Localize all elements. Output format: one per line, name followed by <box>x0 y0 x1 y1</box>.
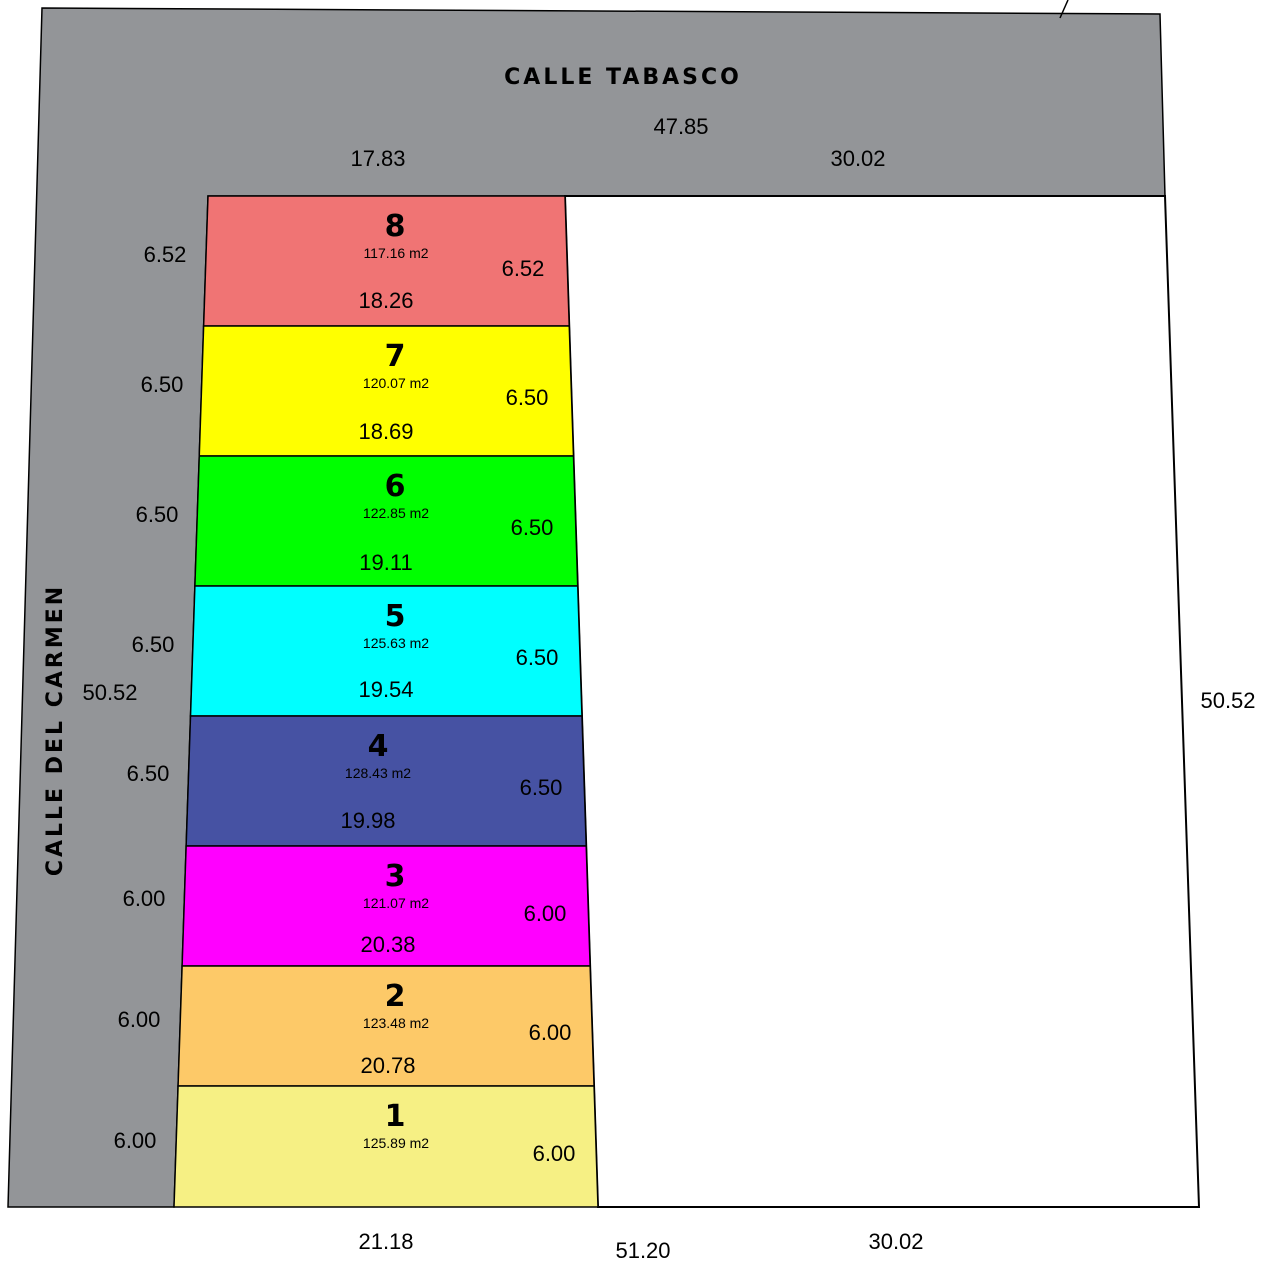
lot-front-dim: 6.00 <box>123 886 166 911</box>
lot-length-dim: 19.54 <box>358 677 413 702</box>
lot-length-dim: 18.69 <box>358 419 413 444</box>
dim-top-total: 47.85 <box>653 114 708 139</box>
lot-length-dim: 18.26 <box>358 288 413 313</box>
lot-length-dim: 20.78 <box>360 1053 415 1078</box>
lot-area: 128.43 m2 <box>345 765 411 781</box>
lot-back-dim: 6.50 <box>511 515 554 540</box>
lot-number: 7 <box>385 339 406 374</box>
dim-bottom-right: 30.02 <box>868 1229 923 1254</box>
lot-front-dim: 6.52 <box>144 242 187 267</box>
street-name-north: CALLE TABASCO <box>504 65 742 90</box>
lot-back-dim: 6.52 <box>502 256 545 281</box>
lot-back-dim: 6.00 <box>533 1141 576 1166</box>
lot-front-dim: 6.50 <box>132 632 175 657</box>
lot-area: 125.89 m2 <box>363 1135 429 1151</box>
lot-number: 1 <box>385 1099 406 1134</box>
lot-number: 3 <box>385 859 406 894</box>
lot-back-dim: 6.00 <box>524 901 567 926</box>
lot-number: 4 <box>368 729 389 764</box>
lot-back-dim: 6.50 <box>516 645 559 670</box>
lot-length-dim: 19.11 <box>359 550 412 575</box>
lot-area: 125.63 m2 <box>363 635 429 651</box>
lot-back-dim: 6.50 <box>520 775 563 800</box>
lot-back-dim: 6.50 <box>506 385 549 410</box>
lot-length-dim: 19.98 <box>340 808 395 833</box>
survey-tick <box>1059 0 1069 19</box>
lot-front-dim: 6.00 <box>114 1128 157 1153</box>
lot-number: 2 <box>385 979 406 1014</box>
dim-bottom-total: 51.20 <box>615 1238 670 1263</box>
lot-number: 5 <box>385 599 406 634</box>
lot-front-dim: 6.50 <box>141 372 184 397</box>
lot-length-dim: 20.38 <box>360 932 415 957</box>
dim-east-side: 50.52 <box>1200 688 1255 713</box>
lot-area: 120.07 m2 <box>363 375 429 391</box>
street-name-west: CALLE DEL CARMEN <box>43 584 68 876</box>
remaining-parcel <box>563 195 1201 1208</box>
lot-front-dim: 6.50 <box>136 502 179 527</box>
lot-area: 122.85 m2 <box>363 505 429 521</box>
dim-top-left: 17.83 <box>350 146 405 171</box>
dim-west-side: 50.52 <box>82 680 137 705</box>
lot-area: 121.07 m2 <box>363 895 429 911</box>
lot-front-dim: 6.50 <box>127 761 170 786</box>
lot-number: 8 <box>385 209 406 244</box>
lot-area: 123.48 m2 <box>363 1015 429 1031</box>
lot-front-dim: 6.00 <box>118 1007 161 1032</box>
lot-area: 117.16 m2 <box>363 245 428 261</box>
dim-top-right: 30.02 <box>830 146 885 171</box>
lot-shape <box>173 1085 599 1208</box>
dim-bottom-left: 21.18 <box>358 1229 413 1254</box>
lot-back-dim: 6.00 <box>529 1020 572 1045</box>
lot-number: 6 <box>385 469 406 504</box>
